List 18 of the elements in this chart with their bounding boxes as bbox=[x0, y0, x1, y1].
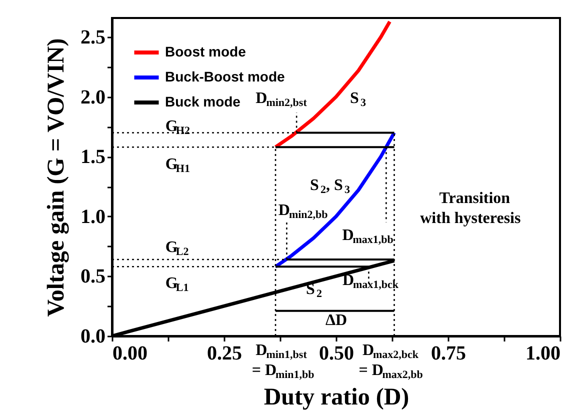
x-tick-label: 1.00 bbox=[526, 342, 560, 364]
annotation: Transition with hysteresis bbox=[420, 190, 521, 227]
x-tick-label: 0.00 bbox=[112, 342, 148, 364]
y-tick-label: 2.5 bbox=[80, 26, 106, 49]
legend-label: Buck mode bbox=[165, 94, 241, 110]
legend-label: Boost mode bbox=[165, 44, 246, 60]
y-tick-label: 1.5 bbox=[80, 146, 106, 168]
y-tick-label: 1.0 bbox=[80, 206, 106, 228]
annotation: ΔD bbox=[325, 312, 348, 329]
legend-label: Buck-Boost mode bbox=[165, 68, 285, 84]
x-tick-label: 0.50 bbox=[319, 342, 354, 364]
y-tick-label: 0.5 bbox=[80, 266, 106, 288]
x-tick-label: 0.25 bbox=[207, 342, 242, 364]
x-axis-title: Duty ratio (D) bbox=[264, 384, 410, 410]
x-tick-label: 0.75 bbox=[431, 342, 466, 364]
y-tick-label: 2.0 bbox=[80, 86, 106, 108]
y-axis-title: Voltage gain (G = VO/VIN) bbox=[44, 38, 70, 317]
y-tick-label: 0.0 bbox=[80, 326, 106, 348]
